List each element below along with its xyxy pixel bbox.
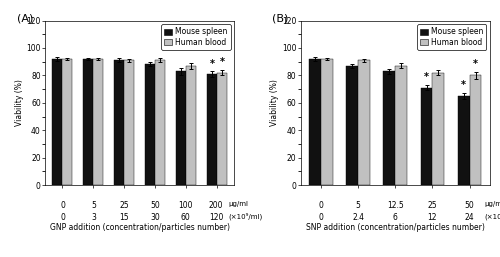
- Text: 3: 3: [92, 213, 96, 222]
- Text: 30: 30: [150, 213, 160, 222]
- Text: 100: 100: [178, 201, 192, 210]
- Bar: [470, 75, 482, 185]
- X-axis label: SNP addition (concentration/particles number): SNP addition (concentration/particles nu…: [306, 223, 485, 232]
- Text: 5: 5: [92, 201, 96, 210]
- Y-axis label: Viability (%): Viability (%): [14, 79, 24, 126]
- Bar: [384, 71, 396, 185]
- Text: 0: 0: [61, 213, 66, 222]
- Bar: [114, 60, 124, 185]
- Text: 6: 6: [393, 213, 398, 222]
- Bar: [176, 71, 186, 185]
- Text: 25: 25: [428, 201, 437, 210]
- Text: (A): (A): [16, 14, 33, 24]
- X-axis label: GNP addition (concentration/particles number): GNP addition (concentration/particles nu…: [50, 223, 230, 232]
- Text: μg/ml: μg/ml: [228, 201, 248, 207]
- Text: 15: 15: [120, 213, 129, 222]
- Text: μg/ml: μg/ml: [484, 201, 500, 207]
- Text: 24: 24: [464, 213, 474, 222]
- Bar: [186, 66, 196, 185]
- Text: 120: 120: [209, 213, 223, 222]
- Bar: [208, 74, 218, 185]
- Text: (×10⁹/ml): (×10⁹/ml): [484, 212, 500, 220]
- Text: 0: 0: [318, 201, 324, 210]
- Text: 200: 200: [208, 201, 223, 210]
- Text: *: *: [220, 57, 225, 67]
- Bar: [432, 73, 444, 185]
- Bar: [420, 88, 432, 185]
- Bar: [321, 59, 333, 185]
- Text: 12: 12: [428, 213, 437, 222]
- Y-axis label: Viability (%): Viability (%): [270, 79, 279, 126]
- Bar: [155, 60, 165, 185]
- Bar: [52, 59, 62, 185]
- Bar: [124, 60, 134, 185]
- Text: 2.4: 2.4: [352, 213, 364, 222]
- Text: 0: 0: [61, 201, 66, 210]
- Bar: [309, 59, 321, 185]
- Bar: [396, 66, 407, 185]
- Bar: [346, 66, 358, 185]
- Text: *: *: [461, 80, 466, 90]
- Text: 25: 25: [120, 201, 129, 210]
- Bar: [218, 73, 227, 185]
- Bar: [83, 59, 93, 185]
- Text: *: *: [210, 59, 215, 69]
- Text: *: *: [473, 59, 478, 69]
- Text: 60: 60: [180, 213, 190, 222]
- Legend: Mouse spleen, Human blood: Mouse spleen, Human blood: [417, 24, 486, 50]
- Bar: [146, 65, 155, 185]
- Text: 0: 0: [318, 213, 324, 222]
- Text: *: *: [424, 72, 429, 82]
- Text: 50: 50: [464, 201, 474, 210]
- Legend: Mouse spleen, Human blood: Mouse spleen, Human blood: [162, 24, 230, 50]
- Text: 5: 5: [356, 201, 360, 210]
- Bar: [358, 60, 370, 185]
- Bar: [458, 96, 469, 185]
- Text: (×10⁹/ml): (×10⁹/ml): [228, 212, 263, 220]
- Text: 12.5: 12.5: [387, 201, 404, 210]
- Text: (B): (B): [272, 14, 288, 24]
- Bar: [93, 59, 103, 185]
- Bar: [62, 59, 72, 185]
- Text: 50: 50: [150, 201, 160, 210]
